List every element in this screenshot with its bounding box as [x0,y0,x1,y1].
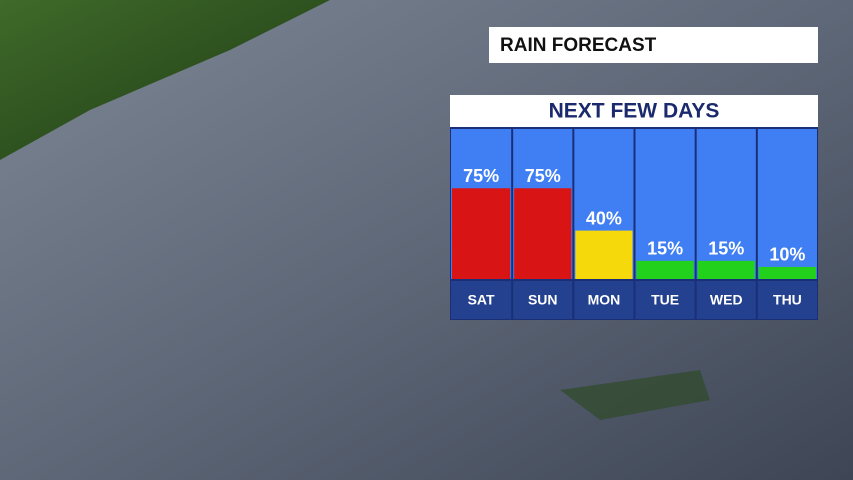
bar [758,266,816,279]
category-cell [757,281,817,319]
bar [452,188,511,279]
bar [514,188,572,279]
column-bg [757,129,817,279]
column-bg [635,129,695,279]
bar [636,260,694,279]
title-box [489,27,818,63]
x-tick-label: THU [773,292,802,308]
value-label: 15% [647,239,683,259]
leaf [560,370,710,420]
grass [0,0,330,160]
x-tick-label: SAT [468,292,495,308]
value-label: 75% [525,166,561,186]
value-label: 15% [708,239,744,259]
value-label: 10% [769,245,805,265]
column-bg [696,129,756,279]
category-cell [451,281,512,319]
x-tick-label: WED [710,292,743,308]
category-cell [696,281,756,319]
bar [697,260,755,279]
panel [450,127,818,320]
x-tick-label: MON [588,292,621,308]
chart-subtitle: NEXT FEW DAYS [549,100,720,123]
value-label: 75% [463,166,499,186]
bar [575,230,633,279]
x-tick-label: SUN [528,292,558,308]
x-tick-label: TUE [651,292,679,308]
subtitle-box [450,95,818,127]
category-cell [635,281,695,319]
category-cell [513,281,573,319]
chart-title: RAIN FORECAST [500,35,657,56]
value-label: 40% [586,208,622,228]
category-cell [574,281,634,319]
